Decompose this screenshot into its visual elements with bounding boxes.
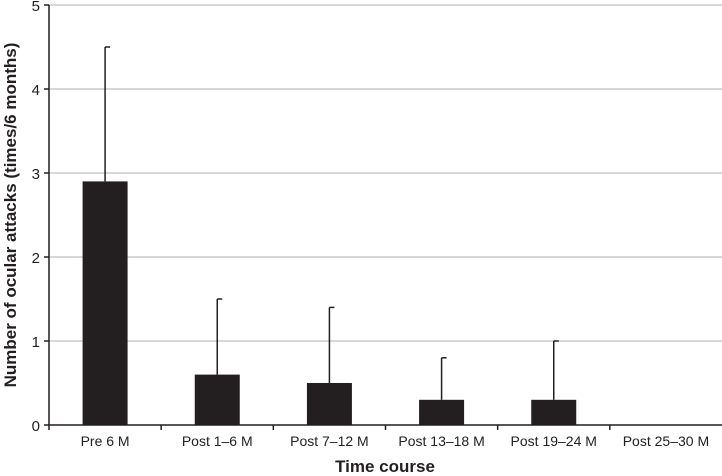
y-tick-label: 2	[32, 250, 40, 267]
bar	[306, 383, 352, 425]
x-tick-label: Post 25–30 M	[623, 433, 709, 449]
x-tick-label: Post 19–24 M	[511, 433, 597, 449]
x-axis-label: Time course	[335, 457, 435, 476]
y-tick-label: 1	[32, 334, 40, 351]
bar	[194, 374, 240, 425]
bar	[82, 181, 128, 425]
y-tick-label: 0	[32, 418, 40, 435]
bar	[531, 399, 577, 425]
x-tick-label: Pre 6 M	[81, 433, 130, 449]
x-tick-label: Post 7–12 M	[290, 433, 369, 449]
x-tick-label: Post 13–18 M	[398, 433, 484, 449]
y-axis-label: Number of ocular attacks (times/6 months…	[1, 43, 20, 388]
y-tick-label: 5	[32, 0, 40, 15]
x-tick-label: Post 1–6 M	[182, 433, 253, 449]
y-tick-label: 3	[32, 166, 40, 183]
y-tick-label: 4	[32, 82, 40, 99]
bar	[419, 399, 465, 425]
